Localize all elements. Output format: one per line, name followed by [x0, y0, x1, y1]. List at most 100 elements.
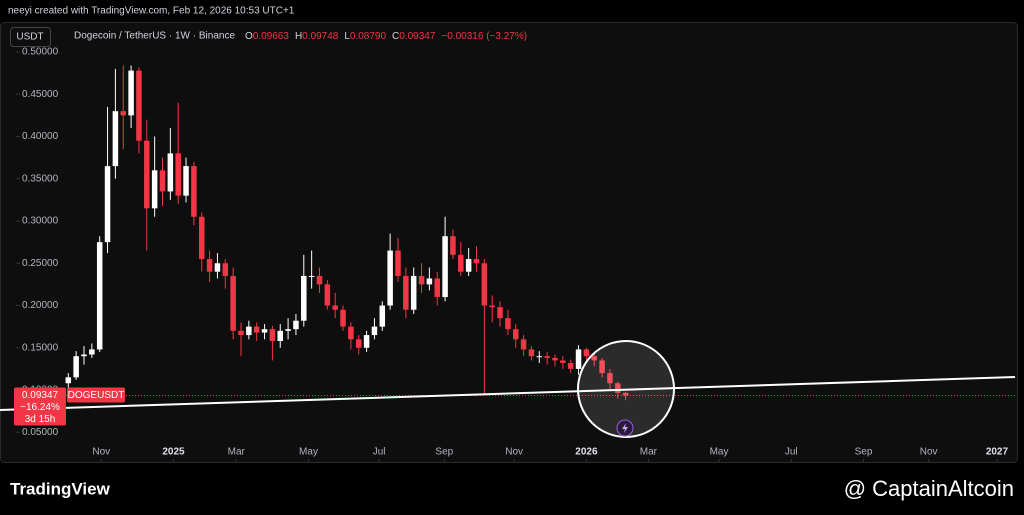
candle-body: [81, 354, 87, 357]
x-tick-label: Sep: [855, 447, 873, 458]
ohlc-value: 0.09748: [302, 31, 339, 42]
symbol-tag-box: [67, 387, 125, 403]
candle-body: [104, 166, 111, 243]
currency: USDT: [16, 32, 43, 43]
candle-body: [73, 356, 79, 378]
candle-body: [214, 263, 221, 272]
candle-body: [481, 263, 488, 306]
y-tick-label: 0.05000: [22, 427, 59, 438]
candle-body: [261, 329, 268, 333]
x-tick-label: Nov: [505, 447, 523, 458]
candle-body: [246, 326, 252, 336]
candle-body: [293, 320, 299, 330]
candle-body: [403, 275, 409, 310]
candle-body: [575, 349, 582, 369]
candle-body: [473, 259, 480, 264]
candle-body: [560, 360, 566, 363]
candle-body: [253, 326, 260, 333]
candle-body: [465, 259, 472, 272]
candle-body: [301, 275, 307, 321]
x-tick-label: Nov: [92, 447, 110, 458]
candle-body: [128, 70, 134, 116]
countdown: 3d 15h: [25, 414, 56, 425]
plot: 0.050000.100000.150000.200000.250000.300…: [16, 47, 1015, 462]
candle-body: [230, 275, 236, 331]
y-tick-label: 0.15000: [22, 342, 59, 353]
credit: neeyi created with TradingView.com, Feb …: [8, 6, 295, 17]
candle-body: [607, 373, 613, 384]
ohlc-value: 0.09347: [399, 31, 436, 42]
candle-body: [96, 242, 103, 350]
candle-body: [183, 166, 189, 196]
change: −0.00316 (−3.27%): [441, 31, 527, 42]
candle-body: [285, 329, 291, 331]
candle-body: [269, 329, 276, 341]
x-tick-label: Jul: [785, 447, 798, 458]
ohlc-value: 0.08790: [350, 31, 387, 42]
candle-body: [355, 339, 362, 348]
candle-body: [198, 216, 205, 260]
candle-body: [591, 356, 597, 361]
x-tick-label: 2027: [986, 447, 1009, 458]
candle-body: [136, 70, 142, 141]
watermark: @ CaptainAltcoin: [844, 476, 1014, 501]
candle-body: [348, 326, 354, 340]
candle-body: [316, 275, 323, 285]
x-tick-label: 2025: [162, 447, 185, 458]
ohlc-key: L: [344, 31, 350, 42]
x-tick-label: Nov: [920, 447, 938, 458]
candle-body: [324, 284, 331, 306]
y-tick-label: 0.25000: [22, 258, 59, 269]
candle-body: [615, 383, 621, 393]
candle-body: [434, 278, 440, 298]
candle-body: [536, 356, 543, 358]
candle-body: [552, 357, 558, 361]
symbol-tag: DOGEUSDT: [68, 390, 125, 401]
y-tick-label: 0.35000: [22, 173, 59, 184]
ohlc-key: C: [392, 31, 399, 42]
candle-body: [520, 339, 527, 350]
price-box: [14, 387, 66, 426]
candle-body: [159, 170, 166, 192]
highlight-circle: [577, 340, 675, 438]
x-tick-label: Mar: [640, 447, 658, 458]
candle-body: [191, 166, 197, 217]
candle-body: [222, 263, 229, 276]
candle-body: [410, 275, 417, 310]
candle-body: [65, 377, 72, 384]
y-tick-label: 0.50000: [22, 47, 59, 58]
ohlc-key: H: [295, 31, 302, 42]
candle-body: [112, 111, 119, 167]
currency-box: [10, 27, 51, 47]
x-tick-label: Jul: [373, 447, 386, 458]
candle-body: [308, 275, 315, 277]
candle-body: [363, 335, 370, 348]
candle-body: [599, 360, 605, 374]
price-label: 0.09347−16.24%3d 15h DOGEUSDT: [14, 387, 125, 426]
y-tick-label: 0.45000: [22, 89, 59, 100]
candle-body: [505, 318, 511, 330]
trend-line: [0, 376, 1016, 411]
candle-body: [151, 170, 158, 209]
y-tick-label: 0.20000: [22, 300, 59, 311]
candle-body: [387, 250, 393, 306]
last-price: 0.09347: [22, 390, 59, 401]
x-tick-label: May: [710, 447, 729, 458]
candle-body: [442, 236, 448, 298]
y-tick-label: 0.30000: [22, 216, 59, 227]
y-tick-label: 0.40000: [22, 131, 59, 142]
candle-body: [175, 153, 181, 196]
x-tick-label: Sep: [435, 447, 453, 458]
candle-body: [206, 259, 213, 272]
event-icon-bolt: [622, 423, 628, 433]
candle-body: [371, 326, 378, 336]
logo: TradingView: [10, 479, 111, 498]
candle-body: [583, 349, 590, 357]
x-tick-label: May: [299, 447, 318, 458]
last-change: −16.24%: [20, 402, 60, 413]
chart-panel: [0, 22, 1018, 463]
candle-body: [426, 278, 433, 285]
candle-body: [340, 309, 346, 327]
ohlc-key: O: [245, 31, 253, 42]
candle-body: [528, 349, 535, 357]
